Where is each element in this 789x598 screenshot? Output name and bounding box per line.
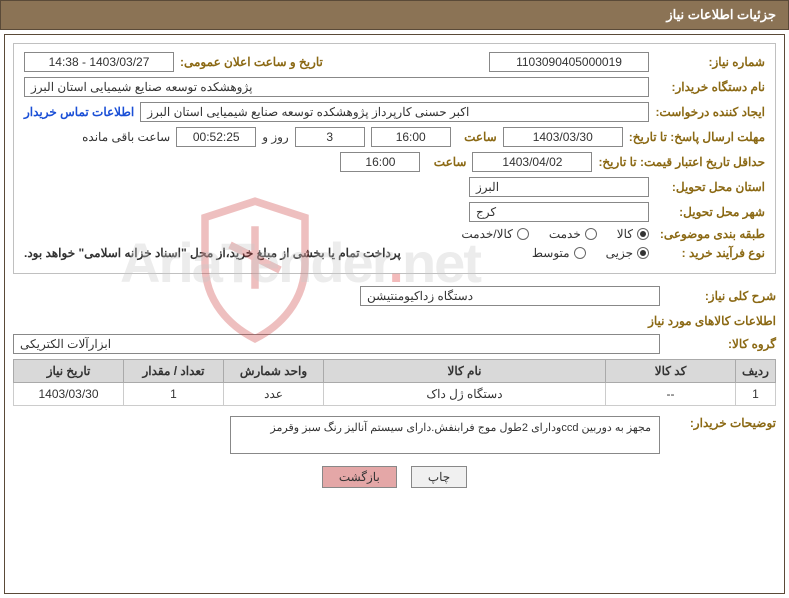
announce-value: 1403/03/27 - 14:38 <box>24 52 174 72</box>
table-cell: 1403/03/30 <box>14 383 124 406</box>
table-cell: -- <box>606 383 736 406</box>
radio-option[interactable]: متوسط <box>532 246 586 260</box>
purchase-note: پرداخت تمام یا بخشی از مبلغ خرید،از محل … <box>24 246 401 260</box>
buyer-contact-link[interactable]: اطلاعات تماس خریدار <box>24 105 134 119</box>
countdown: 00:52:25 <box>176 127 256 147</box>
delivery-city-label: شهر محل تحویل: <box>655 205 765 219</box>
countdown-suffix: ساعت باقی مانده <box>82 130 170 144</box>
requester-value: اکبر حسنی کارپرداز پژوهشکده توسعه صنایع … <box>140 102 649 122</box>
radio-circle-icon <box>637 247 649 259</box>
radio-option[interactable]: جزیی <box>606 246 649 260</box>
need-desc-value: دستگاه زداکیومنتیشن <box>360 286 660 306</box>
table-header-cell: واحد شمارش <box>224 360 324 383</box>
response-deadline-label: مهلت ارسال پاسخ: تا تاریخ: <box>629 130 765 144</box>
table-cell: دستگاه ژل داک <box>324 383 606 406</box>
table-cell: 1 <box>124 383 224 406</box>
subject-class-label: طبقه بندی موضوعی: <box>655 227 765 241</box>
radio-circle-icon <box>637 228 649 240</box>
page-title: جزئیات اطلاعات نیاز <box>666 7 776 22</box>
buyer-org-label: نام دستگاه خریدار: <box>655 80 765 94</box>
table-header-cell: ردیف <box>736 360 776 383</box>
goods-group-value: ابزارآلات الکتریکی <box>13 334 660 354</box>
radio-option[interactable]: خدمت <box>549 227 597 241</box>
delivery-city-value: کرج <box>469 202 649 222</box>
radio-label: کالا/خدمت <box>461 227 512 241</box>
need-number-label: شماره نیاز: <box>655 55 765 69</box>
buyer-notes-label: توضیحات خریدار: <box>666 416 776 430</box>
page-header: جزئیات اطلاعات نیاز <box>0 0 789 30</box>
radio-circle-icon <box>574 247 586 259</box>
radio-circle-icon <box>517 228 529 240</box>
purchase-type-label: نوع فرآیند خرید : <box>655 246 765 260</box>
back-button[interactable]: بازگشت <box>322 466 397 488</box>
delivery-province-value: البرز <box>469 177 649 197</box>
radio-option[interactable]: کالا <box>617 227 649 241</box>
table-header-cell: تعداد / مقدار <box>124 360 224 383</box>
announce-label: تاریخ و ساعت اعلان عمومی: <box>180 55 323 69</box>
response-time-label: ساعت <box>457 130 497 144</box>
purchase-type-radios: جزیی متوسط <box>532 246 649 260</box>
radio-label: کالا <box>617 227 633 241</box>
response-days: 3 <box>295 127 365 147</box>
table-cell: عدد <box>224 383 324 406</box>
response-date: 1403/03/30 <box>503 127 623 147</box>
requester-label: ایجاد کننده درخواست: <box>655 105 765 119</box>
price-validity-label: حداقل تاریخ اعتبار قیمت: تا تاریخ: <box>598 155 765 169</box>
need-number-value: 1103090405000019 <box>489 52 649 72</box>
buyer-notes-value: مجهز به دوربین ccdودارای 2طول موج فرابنف… <box>230 416 660 454</box>
goods-section-title: اطلاعات کالاهای مورد نیاز <box>13 314 776 328</box>
response-time: 16:00 <box>371 127 451 147</box>
table-header-cell: تاریخ نیاز <box>14 360 124 383</box>
price-validity-time: 16:00 <box>340 152 420 172</box>
subject-class-radios: کالا خدمت کالا/خدمت <box>461 227 649 241</box>
radio-label: جزیی <box>606 246 633 260</box>
delivery-province-label: استان محل تحویل: <box>655 180 765 194</box>
table-header-cell: کد کالا <box>606 360 736 383</box>
radio-label: خدمت <box>549 227 581 241</box>
table-row: 1--دستگاه ژل داکعدد11403/03/30 <box>14 383 776 406</box>
buyer-org-value: پژوهشکده توسعه صنایع شیمیایی استان البرز <box>24 77 649 97</box>
price-validity-time-label: ساعت <box>426 155 466 169</box>
goods-table: ردیفکد کالانام کالاواحد شمارشتعداد / مقد… <box>13 359 776 406</box>
details-box: شماره نیاز: 1103090405000019 تاریخ و ساع… <box>13 43 776 274</box>
radio-option[interactable]: کالا/خدمت <box>461 227 528 241</box>
goods-group-label: گروه کالا: <box>666 337 776 351</box>
table-cell: 1 <box>736 383 776 406</box>
table-header-cell: نام کالا <box>324 360 606 383</box>
print-button[interactable]: چاپ <box>411 466 467 488</box>
radio-label: متوسط <box>532 246 570 260</box>
radio-circle-icon <box>585 228 597 240</box>
main-container: شماره نیاز: 1103090405000019 تاریخ و ساع… <box>4 34 785 594</box>
price-validity-date: 1403/04/02 <box>472 152 592 172</box>
need-desc-label: شرح کلی نیاز: <box>666 289 776 303</box>
days-suffix: روز و <box>262 130 289 144</box>
